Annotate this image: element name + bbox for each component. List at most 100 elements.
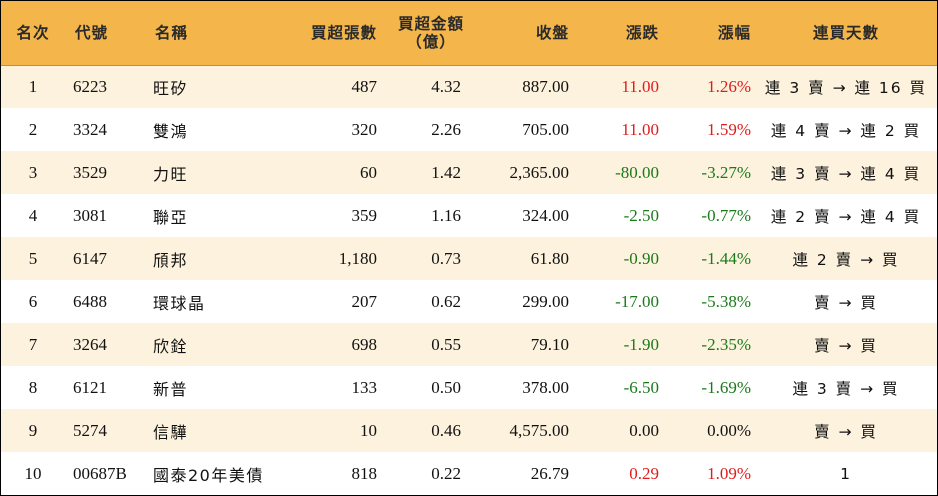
cell-net-buy-lots: 487 [351,76,378,96]
cell-code: 3081 [73,205,107,225]
cell-name: 信驊 [153,422,189,442]
cell-net-buy-lots: 818 [351,463,378,483]
table-row: 7 3264 欣銓 698 0.55 79.10 -1.90 -2.35% 賣 → 買 [1,323,937,366]
cell-change: 11.00 [621,119,659,139]
cell-close: 887.00 [522,76,569,96]
cell-name: 欣銓 [153,336,189,356]
cell-name: 旺矽 [153,78,189,98]
cell-change: -2.50 [623,205,659,225]
cell-net-buy-lots: 207 [351,291,378,311]
header-net-buy-amount-line2: （億） [406,32,456,51]
cell-rank: 8 [28,377,38,397]
cell-code: 6147 [73,248,107,268]
table-row: 1 6223 旺矽 487 4.32 887.00 11.00 1.26% 連 3 賣 → 連 … [1,65,937,108]
cell-net-buy-lots: 320 [351,119,378,139]
cell-net-buy-amount: 0.46 [431,420,461,440]
header-consecutive-days: 連買天數 [755,1,937,66]
cell-close: 299.00 [522,291,569,311]
cell-change-pct: 1.26% [707,76,751,96]
cell-change-pct: -1.69% [701,377,751,397]
cell-name: 頎邦 [153,250,189,270]
cell-code: 6488 [73,291,107,311]
header-change: 漲跌 [573,1,663,66]
cell-code: 3264 [73,334,107,354]
cell-close: 2,365.00 [509,162,570,182]
cell-rank: 3 [28,162,38,182]
cell-rank: 5 [28,248,38,268]
table-body: 1 6223 旺矽 487 4.32 887.00 11.00 1.26% 連 3 賣 → 連 … [1,65,937,495]
header-code: 代號 [65,1,149,66]
cell-net-buy-lots: 60 [360,162,377,182]
cell-close: 26.79 [530,463,569,483]
cell-rank: 7 [28,334,38,354]
cell-code: 3529 [73,162,107,182]
cell-net-buy-amount: 4.32 [431,76,461,96]
cell-code: 3324 [73,119,107,139]
cell-code: 6223 [73,76,107,96]
cell-consecutive-days: 連 3 賣 → 連 4 買 [770,164,922,183]
table-row: 10 00687B 國泰20年美債 818 0.22 26.79 0.29 1.09% 1 [1,452,937,495]
cell-name: 環球晶 [153,293,206,313]
cell-net-buy-lots: 1,180 [338,248,377,268]
cell-code: 00687B [73,463,127,483]
table-row: 8 6121 新普 133 0.50 378.00 -6.50 -1.69% 連 3 賣 → 買 [1,366,937,409]
cell-rank: 1 [28,76,38,96]
cell-consecutive-days: 賣 → 買 [814,422,878,441]
header-rank: 名次 [1,1,65,66]
table-row: 5 6147 頎邦 1,180 0.73 61.80 -0.90 -1.44% 連 2 賣 → … [1,237,937,280]
header-net-buy-amount: 買超金額 （億） [381,1,481,66]
cell-close: 705.00 [522,119,569,139]
header-name: 名稱 [149,1,279,66]
cell-rank: 10 [24,463,42,483]
table-row: 4 3081 聯亞 359 1.16 324.00 -2.50 -0.77% 連 2 賣 → 連… [1,194,937,237]
cell-change-pct: -3.27% [701,162,751,182]
cell-net-buy-amount: 2.26 [431,119,461,139]
cell-net-buy-amount: 0.55 [431,334,461,354]
cell-consecutive-days: 連 2 賣 → 買 [792,250,900,269]
cell-change: -80.00 [615,162,659,182]
cell-change-pct: -0.77% [701,205,751,225]
cell-change: -0.90 [623,248,659,268]
cell-name: 國泰20年美債 [153,465,264,485]
cell-net-buy-lots: 698 [351,334,378,354]
cell-net-buy-lots: 359 [351,205,378,225]
cell-net-buy-lots: 10 [360,420,377,440]
cell-change: -6.50 [623,377,659,397]
cell-change: 0.29 [629,463,659,483]
table-row: 2 3324 雙鴻 320 2.26 705.00 11.00 1.59% 連 4 賣 → 連 … [1,108,937,151]
cell-change: -1.90 [623,334,659,354]
cell-net-buy-amount: 0.50 [431,377,461,397]
header-net-buy-amount-line1: 買超金額 [397,14,464,33]
header-row: 名次 代號 名稱 買超張數 買超金額 （億） 收盤 漲跌 漲幅 連買天數 [1,1,937,66]
cell-change: -17.00 [615,291,659,311]
cell-name: 力旺 [153,164,189,184]
cell-consecutive-days: 連 3 賣 → 買 [792,379,900,398]
cell-net-buy-amount: 1.42 [431,162,461,182]
cell-change-pct: -5.38% [701,291,751,311]
cell-name: 雙鴻 [153,121,189,141]
cell-close: 4,575.00 [509,420,570,440]
cell-consecutive-days: 連 2 賣 → 連 4 買 [770,207,922,226]
cell-consecutive-days: 1 [840,464,852,483]
header-change-pct: 漲幅 [663,1,755,66]
cell-name: 新普 [153,379,189,399]
cell-net-buy-amount: 0.22 [431,463,461,483]
cell-rank: 2 [28,119,38,139]
cell-code: 6121 [73,377,107,397]
cell-consecutive-days: 連 3 賣 → 連 16 買 [764,78,928,97]
cell-net-buy-lots: 133 [351,377,378,397]
cell-change-pct: -1.44% [701,248,751,268]
cell-change-pct: 0.00% [707,420,751,440]
cell-name: 聯亞 [153,207,189,227]
table-row: 9 5274 信驊 10 0.46 4,575.00 0.00 0.00% 賣 → 買 [1,409,937,452]
cell-net-buy-amount: 0.73 [431,248,461,268]
cell-consecutive-days: 賣 → 買 [814,336,878,355]
cell-change-pct: 1.59% [707,119,751,139]
header-net-buy-lots: 買超張數 [279,1,381,66]
cell-net-buy-amount: 0.62 [431,291,461,311]
cell-change: 11.00 [621,76,659,96]
cell-close: 61.80 [530,248,569,268]
cell-close: 324.00 [522,205,569,225]
cell-close: 79.10 [530,334,569,354]
